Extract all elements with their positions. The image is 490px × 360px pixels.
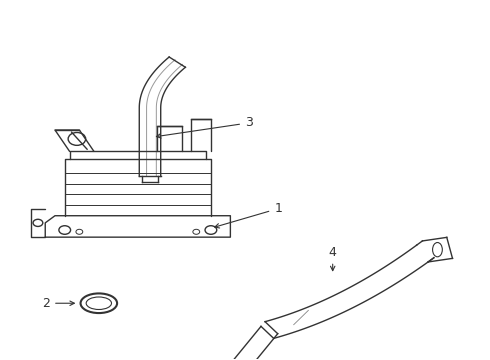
Text: 2: 2 bbox=[42, 297, 74, 310]
Text: 3: 3 bbox=[156, 116, 253, 138]
FancyArrowPatch shape bbox=[72, 132, 87, 149]
Text: 1: 1 bbox=[215, 202, 282, 228]
Text: 4: 4 bbox=[329, 246, 337, 271]
